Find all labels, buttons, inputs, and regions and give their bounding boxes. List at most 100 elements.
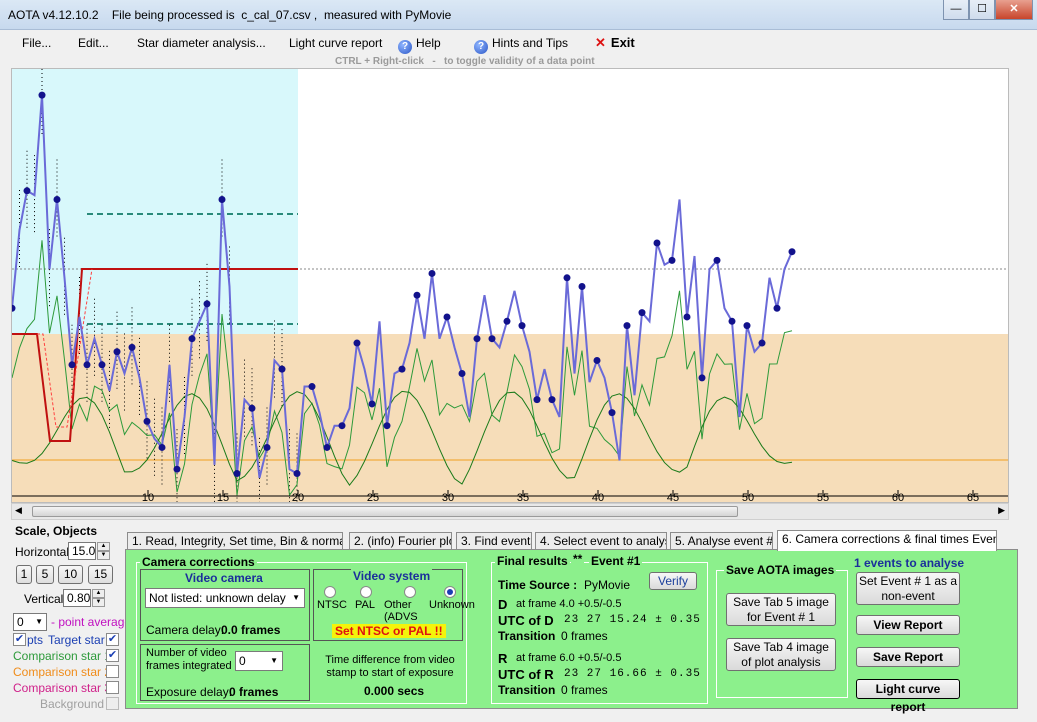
spin-up-icon[interactable]: ▲ bbox=[92, 589, 105, 598]
x-tick-label: 10 bbox=[142, 492, 154, 503]
target-star-point bbox=[263, 443, 271, 451]
utc-r-value: 23 27 16.66 ± 0.35 bbox=[564, 668, 701, 680]
menu-edit[interactable]: Edit... bbox=[78, 36, 109, 50]
target-star-point bbox=[653, 239, 661, 247]
scroll-right-icon[interactable]: ▶ bbox=[998, 505, 1005, 515]
point-average-select[interactable]: 0 ▼ bbox=[13, 613, 47, 631]
utc-d-label: UTC of D bbox=[498, 613, 554, 628]
close-button[interactable]: ✕ bbox=[995, 0, 1033, 20]
camera-corrections-title: Camera corrections bbox=[140, 555, 257, 569]
pal-radio[interactable] bbox=[360, 586, 372, 598]
time-source-value: PyMovie bbox=[584, 578, 631, 592]
tab-find-events[interactable]: 3. Find events bbox=[456, 532, 532, 550]
light-curve-plot[interactable]: 10 15 20 25 30 35 40 45 50 55 60 65 bbox=[11, 68, 1009, 503]
view-report-button[interactable]: View Report bbox=[856, 615, 960, 635]
horizontal-scale-input[interactable]: 15.0 bbox=[68, 542, 96, 560]
target-star-point bbox=[278, 365, 286, 373]
target-star-point bbox=[788, 248, 796, 256]
video-system-warning: Set NTSC or PAL !! bbox=[332, 624, 446, 638]
target-star-point bbox=[743, 322, 751, 330]
target-star-point bbox=[683, 313, 691, 321]
camera-corrections-panel: Camera corrections Video camera Not list… bbox=[125, 549, 1018, 714]
camera-corrections-group bbox=[136, 562, 467, 704]
scroll-left-icon[interactable]: ◀ bbox=[15, 505, 22, 515]
scale-preset-10[interactable]: 10 bbox=[58, 565, 83, 584]
x-tick-label: 40 bbox=[592, 492, 604, 503]
d-label: D bbox=[498, 597, 508, 612]
maximize-button[interactable]: ☐ bbox=[969, 0, 995, 20]
menu-exit[interactable]: ✕ Exit bbox=[595, 35, 635, 51]
menu-light-curve-report[interactable]: Light curve report bbox=[289, 36, 383, 50]
scale-preset-15[interactable]: 15 bbox=[88, 565, 113, 584]
other-radio[interactable] bbox=[404, 586, 416, 598]
close-icon: ✕ bbox=[595, 35, 606, 50]
save-tab5-image-button[interactable]: Save Tab 5 image for Event # 1 bbox=[726, 593, 836, 626]
save-report-button[interactable]: Save Report bbox=[856, 647, 960, 667]
spin-down-icon[interactable]: ▼ bbox=[97, 551, 110, 560]
ntsc-radio[interactable] bbox=[324, 586, 336, 598]
spin-down-icon[interactable]: ▼ bbox=[92, 598, 105, 607]
final-results-event: Event #1 bbox=[589, 554, 643, 568]
menu-star-diameter[interactable]: Star diameter analysis... bbox=[137, 36, 266, 50]
target-star-point bbox=[473, 335, 481, 343]
frames-integrated-select[interactable]: 0 ▼ bbox=[235, 651, 283, 671]
verify-button[interactable]: Verify bbox=[649, 572, 697, 590]
light-curve-report-button[interactable]: Light curve report bbox=[856, 679, 960, 714]
comparison-star-2-checkbox[interactable] bbox=[106, 665, 119, 678]
target-star-point bbox=[413, 291, 421, 299]
menu-file[interactable]: File... bbox=[22, 36, 52, 50]
tab-camera-corrections[interactable]: 6. Camera corrections & final times Even… bbox=[777, 530, 997, 551]
horizontal-scrollbar[interactable]: ◀ ▶ bbox=[11, 503, 1009, 520]
comparison-star-1-line bbox=[12, 240, 793, 497]
target-star-point bbox=[293, 470, 301, 478]
scale-preset-5[interactable]: 5 bbox=[36, 565, 54, 584]
target-star-point bbox=[458, 370, 466, 377]
target-star-point bbox=[548, 396, 556, 404]
target-star-points bbox=[12, 91, 796, 478]
help-icon: ? bbox=[398, 40, 412, 54]
tab-fourier-plot[interactable]: 2. (info) Fourier plot bbox=[349, 532, 452, 550]
minimize-button[interactable]: — bbox=[943, 0, 969, 20]
target-star-checkbox[interactable]: ✔ bbox=[106, 633, 119, 646]
unknown-label: Unknown bbox=[429, 599, 475, 611]
exposure-delay-label: Exposure delay: bbox=[146, 685, 233, 699]
d-frame: at frame 4.0 +0.5/-0.5 bbox=[516, 598, 622, 610]
set-non-event-button[interactable]: Set Event # 1 as a non-event bbox=[856, 572, 960, 605]
video-camera-box bbox=[140, 569, 310, 641]
menu-hints[interactable]: ? Hints and Tips bbox=[474, 36, 568, 54]
tab-strip: 1. Read, Integrity, Set time, Bin & norm… bbox=[125, 530, 997, 551]
frames-integrated-label: Number of video frames integrated bbox=[146, 647, 232, 672]
target-star-point bbox=[488, 335, 496, 343]
target-star-point bbox=[623, 322, 631, 330]
plot-canvas[interactable]: 10 15 20 25 30 35 40 45 50 55 60 65 bbox=[12, 69, 1009, 503]
tab-read-integrity[interactable]: 1. Read, Integrity, Set time, Bin & norm… bbox=[127, 532, 343, 550]
camera-select[interactable]: Not listed: unknown delay ▼ bbox=[145, 588, 305, 608]
target-star-point bbox=[698, 374, 706, 382]
title-bar: AOTA v4.12.10.2 File being processed is … bbox=[0, 0, 1037, 30]
background-checkbox[interactable] bbox=[106, 697, 119, 710]
point-average-value: 0 bbox=[17, 615, 24, 629]
scale-objects-header: Scale, Objects bbox=[15, 524, 98, 538]
spin-up-icon[interactable]: ▲ bbox=[97, 542, 110, 551]
tab-select-event[interactable]: 4. Select event to analyse bbox=[535, 532, 667, 550]
scale-preset-1[interactable]: 1 bbox=[16, 565, 32, 584]
target-star-point bbox=[113, 348, 121, 356]
target-star-point bbox=[248, 404, 256, 412]
x-tick-label: 55 bbox=[817, 492, 829, 503]
chevron-down-icon: ▼ bbox=[35, 617, 43, 626]
target-star-point bbox=[323, 443, 331, 451]
x-tick-label: 65 bbox=[967, 492, 979, 503]
scroll-thumb[interactable] bbox=[32, 506, 738, 517]
target-star-point bbox=[668, 256, 676, 264]
save-tab4-image-button[interactable]: Save Tab 4 image of plot analysis bbox=[726, 638, 836, 671]
pts-checkbox[interactable]: ✔ bbox=[13, 633, 26, 646]
target-star-label: Target star bbox=[48, 633, 105, 647]
target-star-point bbox=[83, 361, 91, 369]
vertical-scale-input[interactable]: 0.80 bbox=[63, 589, 91, 607]
unknown-radio[interactable] bbox=[444, 586, 456, 598]
menu-help[interactable]: ? Help bbox=[398, 36, 441, 54]
comparison-star-1-checkbox[interactable]: ✔ bbox=[106, 649, 119, 662]
video-camera-title: Video camera bbox=[183, 571, 265, 585]
comparison-star-3-checkbox[interactable] bbox=[106, 681, 119, 694]
tab-analyse-event[interactable]: 5. Analyse event #1 bbox=[670, 532, 773, 550]
